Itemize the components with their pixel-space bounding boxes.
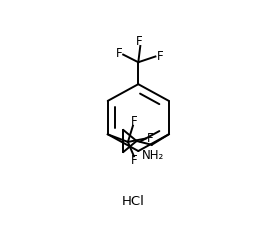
Text: NH₂: NH₂	[142, 149, 164, 162]
Text: HCl: HCl	[122, 195, 145, 208]
Text: F: F	[131, 115, 137, 128]
Text: F: F	[147, 132, 154, 145]
Text: F: F	[115, 47, 122, 60]
Text: F: F	[157, 50, 163, 63]
Text: F: F	[131, 154, 137, 167]
Text: F: F	[136, 35, 142, 48]
